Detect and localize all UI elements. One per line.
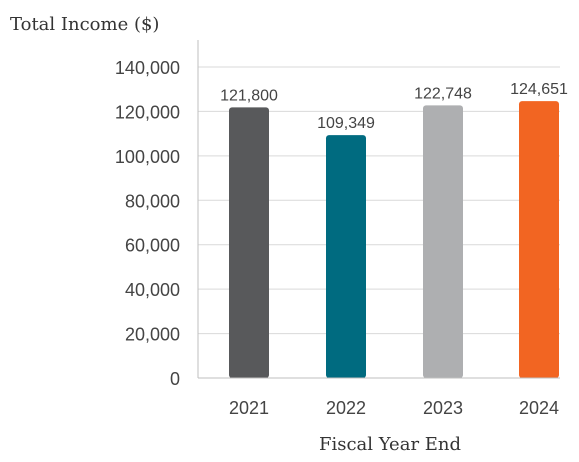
data-labels: 121,800 109,349 122,748 124,651 xyxy=(220,81,568,132)
y-axis-title: Total Income ($) xyxy=(10,14,159,35)
x-axis-title: Fiscal Year End xyxy=(319,434,461,455)
bars xyxy=(229,101,559,379)
bar-2023 xyxy=(423,105,463,378)
y-tick-label: 40,000 xyxy=(125,280,180,300)
y-tick-label: 140,000 xyxy=(115,58,180,78)
bar-2021 xyxy=(229,107,269,379)
x-tick-label-2021: 2021 xyxy=(229,398,269,418)
data-label-2023: 122,748 xyxy=(414,85,472,102)
y-tick-label: 100,000 xyxy=(115,147,180,167)
x-tick-label-2022: 2022 xyxy=(326,398,366,418)
y-tick-label: 80,000 xyxy=(125,191,180,211)
y-tick-label: 20,000 xyxy=(125,325,180,345)
bar-2022 xyxy=(326,135,366,378)
x-tick-label-2024: 2024 xyxy=(519,398,559,418)
y-tick-label: 0 xyxy=(170,369,180,389)
x-axis-ticks: 2021 2022 2023 2024 xyxy=(229,398,559,418)
data-label-2021: 121,800 xyxy=(220,87,278,104)
data-label-2022: 109,349 xyxy=(317,115,375,132)
data-label-2024: 124,651 xyxy=(510,81,568,98)
bar-2024 xyxy=(519,101,559,378)
x-tick-label-2023: 2023 xyxy=(423,398,463,418)
y-tick-label: 60,000 xyxy=(125,236,180,256)
y-tick-label: 120,000 xyxy=(115,102,180,122)
y-axis-ticks: 0 20,000 40,000 60,000 80,000 100,000 120,000 1… xyxy=(115,58,180,389)
